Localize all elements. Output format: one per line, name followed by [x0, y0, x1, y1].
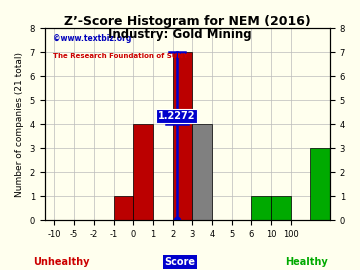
- Bar: [271, 196, 291, 220]
- Bar: [310, 148, 330, 220]
- Text: Healthy: Healthy: [285, 257, 327, 267]
- Bar: [192, 124, 212, 220]
- Text: Industry: Gold Mining: Industry: Gold Mining: [108, 28, 252, 41]
- Text: The Research Foundation of SUNY: The Research Foundation of SUNY: [53, 53, 189, 59]
- Bar: [251, 196, 271, 220]
- Bar: [113, 196, 133, 220]
- Text: Score: Score: [165, 257, 195, 267]
- Text: Unhealthy: Unhealthy: [33, 257, 89, 267]
- Text: ©www.textbiz.org: ©www.textbiz.org: [53, 34, 132, 43]
- Y-axis label: Number of companies (21 total): Number of companies (21 total): [15, 52, 24, 197]
- Text: 1.2272: 1.2272: [158, 111, 196, 121]
- Title: Z’-Score Histogram for NEM (2016): Z’-Score Histogram for NEM (2016): [64, 15, 311, 28]
- Bar: [133, 124, 153, 220]
- Bar: [172, 52, 192, 220]
